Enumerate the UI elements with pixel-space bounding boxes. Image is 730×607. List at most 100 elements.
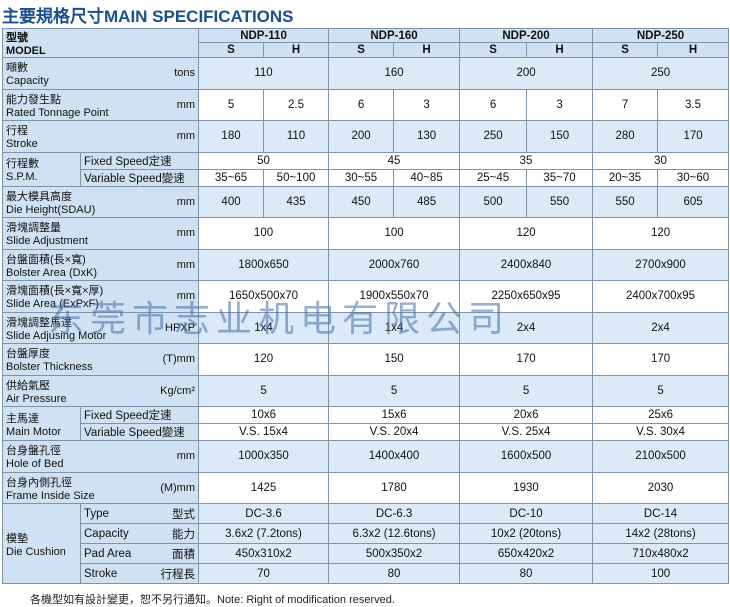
value-cell: 20~35 xyxy=(592,168,659,187)
value-cell: 30 xyxy=(592,151,730,170)
row-label-wrap: 台盤厚度 Bolster Thickness (T)mm xyxy=(6,345,195,373)
unit: tons xyxy=(174,67,196,80)
row-label-text: 噸數 Capacity xyxy=(6,59,49,87)
table-row: 行程 Stroke mm 180 110 200 130 250 150 280 170 xyxy=(1,120,730,153)
table-row: 滑塊調整量 Slide Adjustment mm 100 100 120 120 xyxy=(1,217,730,250)
label-en: Die Cushion xyxy=(6,545,66,558)
value-cell: 450 xyxy=(328,185,395,218)
row-label-wrap: 台盤面積(長×寬) Bolster Area (DxK) mm xyxy=(6,251,195,279)
sub-label-en: Stroke xyxy=(84,567,118,580)
model-name: NDP-250 xyxy=(592,28,730,43)
value-cell: 35~70 xyxy=(526,168,594,187)
value-cell: 1930 xyxy=(459,471,594,504)
value-cell: 2x4 xyxy=(592,311,730,344)
value-cell: 605 xyxy=(657,185,730,218)
value-cell: 550 xyxy=(526,185,594,218)
value-cell: 30~55 xyxy=(328,168,395,187)
row-label-wrap: 能力發生點 Rated Tonnage Point mm xyxy=(6,91,195,119)
value-cell: 160 xyxy=(328,57,461,90)
value-cell: 550 xyxy=(592,185,659,218)
value-cell: 100 xyxy=(198,217,330,250)
value-cell: 2400x840 xyxy=(459,248,594,281)
sub-label: Variable Speed變速 xyxy=(79,423,200,441)
label-zh: 能力發生點 xyxy=(6,93,61,106)
sub-label: Fixed Speed定速 xyxy=(79,151,200,170)
table-row: Capacity 能力 3.6x2 (7.2tons) 6.3x2 (12.6tons… xyxy=(3,523,730,544)
label-en: Rated Tonnage Point xyxy=(6,106,109,119)
table-row: 最大模具高度 Die Height(SDAU) mm 400 435 450 485 500 5… xyxy=(1,185,730,218)
value-cell: 1400x400 xyxy=(328,440,461,473)
model-name: NDP-200 xyxy=(459,28,594,43)
row-label: 能力發生點 Rated Tonnage Point mm xyxy=(1,88,200,121)
label-zh: 供給氣壓 xyxy=(6,379,50,392)
spec-table: 型號 MODEL NDP-110 NDP-160 NDP-200 NDP-250 S H S H S… xyxy=(1,28,730,584)
value-cell: 35 xyxy=(459,151,594,170)
label-zh: 噸數 xyxy=(6,62,28,75)
value-cell: 5 xyxy=(198,88,265,121)
sub-header: S xyxy=(592,42,659,58)
unit: mm xyxy=(176,290,196,303)
sub-label-en: Variable Speed變速 xyxy=(84,172,185,185)
value-cell: 170 xyxy=(657,120,730,153)
value-cell: 5 xyxy=(198,374,330,407)
row-label: 滑塊調整量 Slide Adjustment mm xyxy=(1,217,200,250)
sub-label-wrap: Fixed Speed定速 xyxy=(84,408,195,423)
sub-label-wrap: Pad Area 面積 xyxy=(84,546,195,562)
value-cell: 45 xyxy=(328,151,461,170)
label-en: Slide Area (ExPxF) xyxy=(6,298,99,311)
label-en: Air Pressure xyxy=(6,392,67,405)
value-cell: 200 xyxy=(328,120,395,153)
sub-label-wrap: Type 型式 xyxy=(84,506,195,522)
value-cell: 5 xyxy=(328,374,461,407)
value-cell: 1600x500 xyxy=(459,440,594,473)
row-label: 滑塊面積(長×寬×厚) Slide Area (ExPxF) mm xyxy=(1,280,200,313)
value-cell: 30~60 xyxy=(657,168,730,187)
value-cell: 710x480x2 xyxy=(592,543,730,564)
value-cell: 6 xyxy=(459,88,528,121)
row-label-text: 台盤厚度 Bolster Thickness xyxy=(6,345,93,373)
label-zh: 滑塊調整量 xyxy=(6,222,61,235)
label-en: Hole of Bed xyxy=(6,458,64,471)
sub-header: H xyxy=(657,42,730,58)
label-en: Frame Inside Size xyxy=(6,489,95,502)
footnote: 各機型如有設計變更，恕不另行通知。Note: Right of modifica… xyxy=(30,594,395,606)
value-cell: 100 xyxy=(592,563,730,584)
value-cell: 80 xyxy=(328,563,461,584)
unit: mm xyxy=(176,227,196,240)
value-cell: 20x6 xyxy=(459,406,594,424)
value-cell: 150 xyxy=(526,120,594,153)
value-cell: V.S. 15x4 xyxy=(198,423,330,441)
sub-label-wrap: Capacity 能力 xyxy=(84,526,195,542)
value-cell: 1900x550x70 xyxy=(328,280,461,313)
value-cell: 150 xyxy=(328,343,461,376)
table-row: 型號 MODEL NDP-110 NDP-160 NDP-200 NDP-250 xyxy=(1,28,730,58)
model-name: NDP-160 xyxy=(328,28,461,43)
sub-label-en: Capacity xyxy=(84,527,129,540)
unit: Kg/cm² xyxy=(160,384,196,397)
value-cell: 2030 xyxy=(592,471,730,504)
sub-label-en: Fixed Speed定速 xyxy=(84,155,172,168)
table-row: 滑塊調整馬達 Slide Adjusing Motor HPXP 1x4 1x4 2x4 2… xyxy=(1,311,730,344)
value-cell: 200 xyxy=(459,57,594,90)
label-en: Stroke xyxy=(6,138,38,151)
sub-label-wrap: Stroke 行程長 xyxy=(84,566,195,582)
label-en: Slide Adjusing Motor xyxy=(6,329,107,342)
sub-label-zh: 行程長 xyxy=(160,568,196,581)
row-label: 最大模具高度 Die Height(SDAU) mm xyxy=(1,185,200,218)
row-label: 台身盤孔徑 Hole of Bed mm xyxy=(1,440,200,473)
label-en: Main Motor xyxy=(6,425,62,438)
value-cell: 435 xyxy=(263,185,330,218)
value-cell: 170 xyxy=(459,343,594,376)
sub-label: Type 型式 xyxy=(79,503,200,524)
row-label-text: 滑塊面積(長×寬×厚) Slide Area (ExPxF) xyxy=(6,282,103,310)
value-cell: 1650x500x70 xyxy=(198,280,330,313)
value-cell: 3.6x2 (7.2tons) xyxy=(198,523,330,544)
value-cell: 3 xyxy=(393,88,461,121)
sub-header: S xyxy=(328,42,395,58)
table-row: Pad Area 面積 450x310x2 500x350x2 650x420x2 710… xyxy=(3,543,730,564)
value-cell: 3 xyxy=(526,88,594,121)
row-label-text: 最大模具高度 Die Height(SDAU) xyxy=(6,188,95,216)
value-cell: 2100x500 xyxy=(592,440,730,473)
